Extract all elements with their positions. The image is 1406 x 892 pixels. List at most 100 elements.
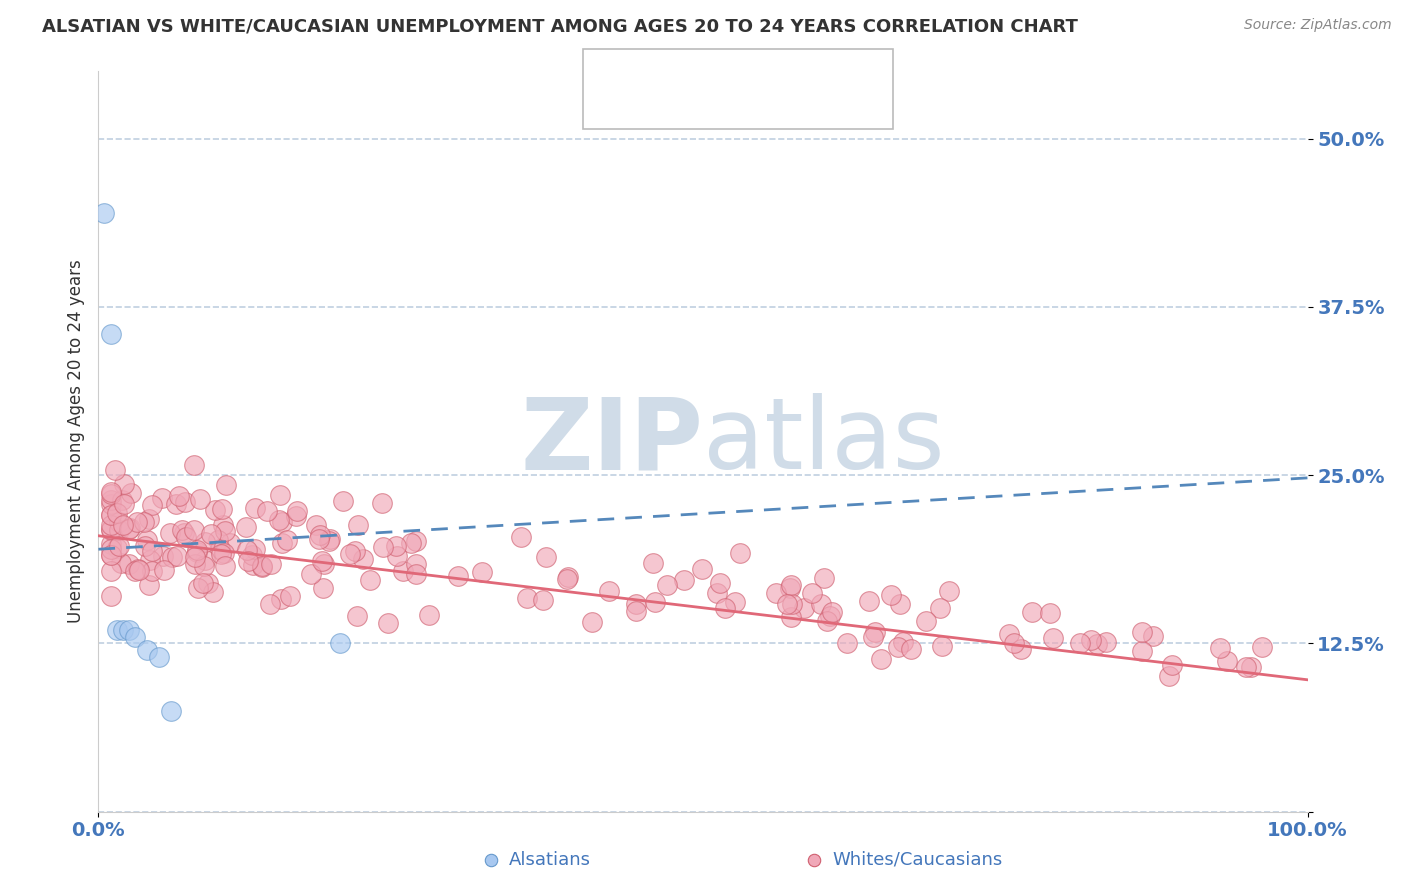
- Point: [624, 597, 647, 611]
- Point: [100, 508, 122, 523]
- Point: [118, 522, 141, 536]
- Point: [318, 533, 340, 548]
- Point: [776, 598, 799, 612]
- Point: [655, 578, 678, 592]
- Point: [779, 577, 801, 591]
- Point: [880, 588, 903, 602]
- Point: [200, 526, 222, 541]
- Point: [1010, 642, 1032, 657]
- Point: [138, 512, 160, 526]
- Point: [141, 498, 163, 512]
- Text: -0.680: -0.680: [672, 95, 731, 113]
- Point: [100, 548, 122, 562]
- Point: [815, 614, 838, 628]
- Point: [858, 593, 880, 607]
- Point: [332, 493, 354, 508]
- Point: [765, 586, 787, 600]
- Point: [385, 549, 408, 563]
- Point: [193, 559, 215, 574]
- Point: [1080, 632, 1102, 647]
- Point: [100, 589, 122, 603]
- Point: [1142, 629, 1164, 643]
- Point: [124, 564, 146, 578]
- Point: [100, 541, 122, 556]
- Point: [862, 631, 884, 645]
- Point: [107, 523, 129, 537]
- Point: [201, 585, 224, 599]
- Point: [127, 562, 149, 576]
- Point: [405, 557, 427, 571]
- Point: [214, 558, 236, 573]
- Point: [150, 491, 173, 505]
- Point: [471, 565, 494, 579]
- Point: [329, 636, 352, 650]
- Point: [245, 500, 267, 515]
- Point: [197, 576, 219, 591]
- Y-axis label: Unemployment Among Ages 20 to 24 years: Unemployment Among Ages 20 to 24 years: [66, 260, 84, 624]
- Point: [1215, 654, 1237, 668]
- Point: [238, 554, 260, 568]
- Point: [312, 582, 335, 596]
- Point: [285, 504, 308, 518]
- Point: [690, 561, 713, 575]
- Point: [347, 518, 370, 533]
- Point: [1251, 640, 1274, 654]
- Point: [779, 581, 801, 595]
- Point: [1094, 634, 1116, 648]
- Point: [108, 516, 131, 530]
- Point: [100, 326, 122, 341]
- Point: [339, 548, 361, 562]
- Point: [270, 591, 292, 606]
- Point: [557, 570, 579, 584]
- Point: [148, 649, 170, 664]
- Text: N =: N =: [728, 60, 765, 78]
- Point: [211, 502, 233, 516]
- Point: [309, 527, 332, 541]
- Point: [184, 550, 207, 565]
- Point: [111, 623, 134, 637]
- Point: [581, 615, 603, 630]
- Point: [516, 591, 538, 605]
- Point: [100, 522, 122, 536]
- Point: [479, 853, 502, 867]
- Point: [152, 549, 174, 564]
- Text: N =: N =: [728, 95, 765, 113]
- Point: [1130, 625, 1153, 640]
- Point: [271, 515, 294, 529]
- Point: [183, 523, 205, 537]
- Point: [267, 512, 290, 526]
- Point: [194, 552, 217, 566]
- Point: [928, 601, 950, 615]
- Point: [173, 526, 195, 541]
- Point: [644, 594, 666, 608]
- Point: [100, 485, 122, 500]
- Point: [803, 853, 825, 867]
- Text: R =: R =: [634, 95, 671, 113]
- Point: [153, 563, 176, 577]
- Point: [160, 704, 183, 718]
- Point: [118, 623, 141, 637]
- Point: [305, 518, 328, 533]
- Point: [124, 630, 146, 644]
- Point: [1038, 607, 1060, 621]
- Point: [891, 635, 914, 649]
- Text: ZIP: ZIP: [520, 393, 703, 490]
- Point: [1130, 644, 1153, 658]
- Point: [1002, 635, 1025, 649]
- Point: [914, 615, 936, 629]
- Point: [555, 572, 578, 586]
- Point: [100, 486, 122, 500]
- Text: Alsatians: Alsatians: [509, 851, 591, 869]
- Point: [299, 566, 322, 581]
- Point: [800, 585, 823, 599]
- Point: [997, 627, 1019, 641]
- Point: [100, 564, 122, 578]
- Point: [531, 592, 554, 607]
- Point: [1021, 605, 1043, 619]
- Point: [135, 533, 157, 547]
- Point: [269, 488, 291, 502]
- Point: [598, 584, 620, 599]
- Point: [714, 601, 737, 615]
- Point: [105, 623, 128, 637]
- Point: [236, 543, 259, 558]
